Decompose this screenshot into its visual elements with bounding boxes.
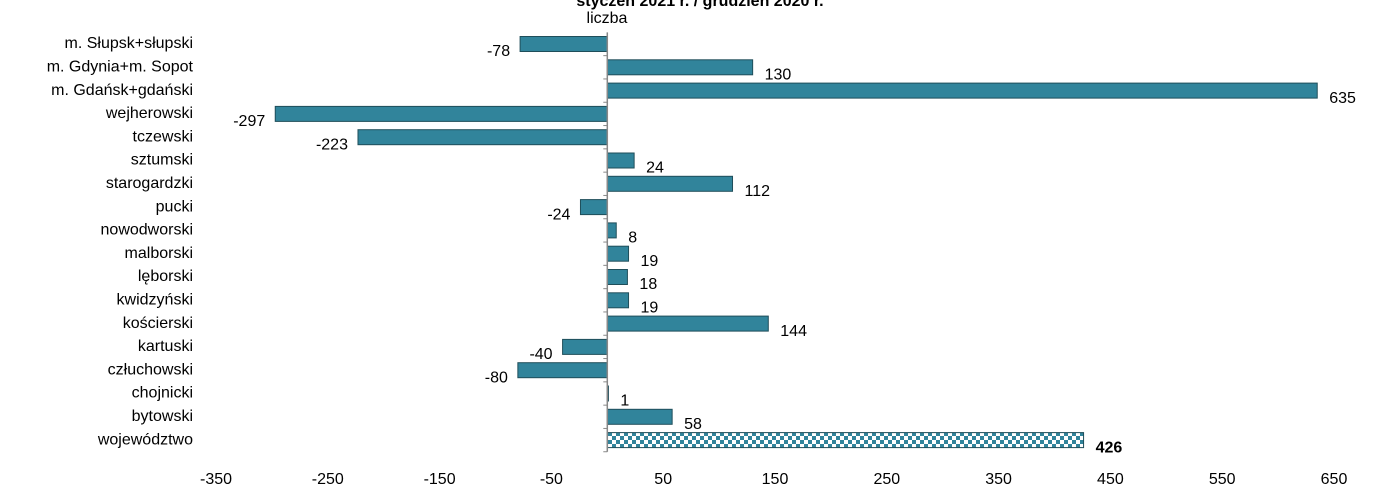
bar [562,338,608,355]
x-tick-label: 550 [1209,471,1236,488]
bar [517,362,608,379]
value-label: -78 [487,43,510,60]
value-label: 19 [641,253,659,270]
x-tick-label: 350 [985,471,1012,488]
y-tick-label: malborski [125,245,193,262]
bar [606,175,734,192]
y-tick-label: wejherowski [105,105,193,122]
y-tick-label: tczewski [133,128,193,145]
y-tick-label: m. Gdynia+m. Sopot [47,59,194,76]
chart-title: styczeń 2021 r. / grudzień 2020 r. [576,0,823,10]
value-label: -297 [233,113,265,130]
x-tick-label: 450 [1097,471,1124,488]
value-label: 58 [684,416,702,433]
bar [606,432,1085,449]
x-tick-label: -50 [540,471,563,488]
x-tick-label: -350 [200,471,232,488]
x-tick-label: 650 [1321,471,1348,488]
x-tick-label: 50 [654,471,672,488]
value-label: -80 [485,369,508,386]
y-tick-label: kościerski [123,315,193,332]
value-label: -40 [529,346,552,363]
bar [606,152,635,169]
y-tick-label: starogardzki [106,175,193,192]
y-tick-label: m. Słupsk+słupski [65,35,194,52]
bar [274,105,608,122]
bar [606,222,617,239]
y-tick-label: lęborski [138,268,193,285]
value-label: 18 [639,276,657,293]
value-label: 144 [780,323,807,340]
bar [579,199,608,216]
y-tick-label: województwo [97,431,193,448]
value-label: 112 [745,183,771,200]
y-tick-label: pucki [156,198,193,215]
value-label: -223 [316,136,348,153]
value-label: 426 [1096,439,1123,456]
x-tick-label: 250 [873,471,900,488]
value-label: 24 [646,160,664,177]
x-tick-label: -250 [312,471,344,488]
x-tick-label: -150 [424,471,456,488]
y-tick-label: m. Gdańsk+gdański [51,82,193,99]
value-label: 8 [628,230,637,247]
value-label: -24 [547,206,570,223]
bar [519,36,608,52]
value-label: 1 [620,393,629,410]
bar [606,59,754,76]
y-tick-label: kartuski [138,338,193,355]
bar [606,82,1318,99]
bar [606,269,628,285]
axis-subtitle: liczba [587,10,628,27]
x-tick-label: 150 [762,471,789,488]
y-tick-label: chojnicki [132,385,193,402]
y-tick-label: sztumski [131,152,193,169]
value-label: 635 [1329,90,1356,107]
bar [606,408,673,425]
bar [606,315,769,332]
y-tick-label: człuchowski [108,361,193,378]
y-tick-label: kwidzyński [117,292,193,309]
value-label: 130 [765,67,792,84]
y-tick-label: bytowski [132,408,193,425]
bar [606,292,630,309]
value-label: 19 [641,300,659,317]
y-tick-label: nowodworski [101,222,193,239]
bar [606,245,630,262]
bar [357,129,608,146]
